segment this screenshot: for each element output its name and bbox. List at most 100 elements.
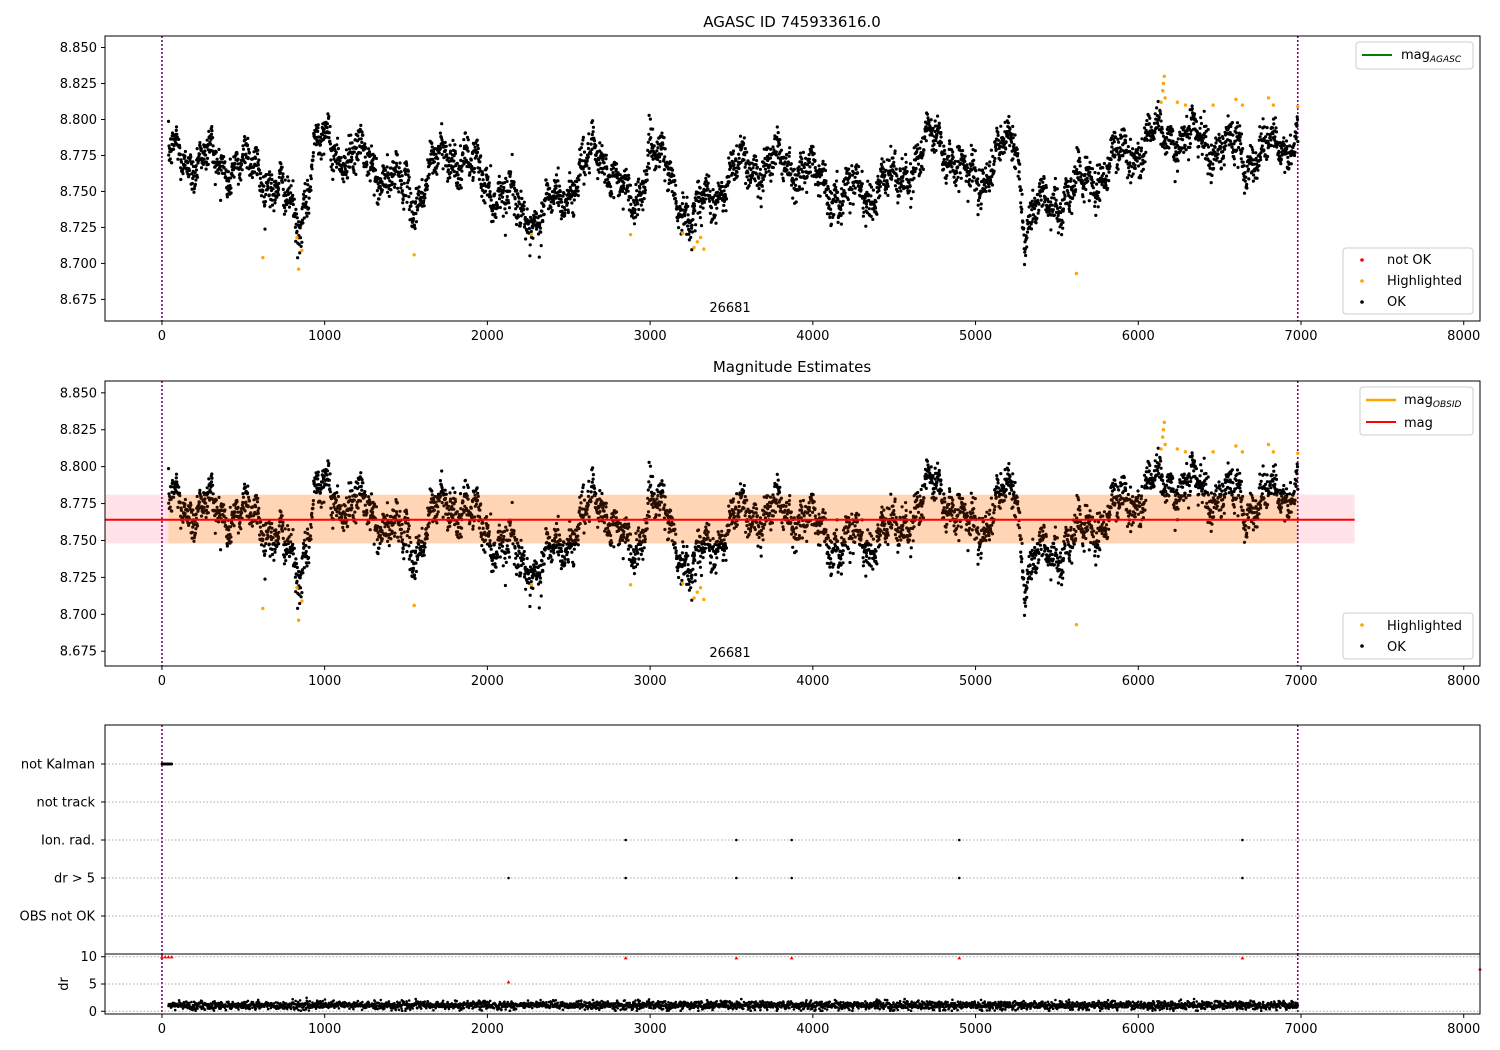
ok-point [1211, 162, 1215, 166]
highlighted-point [300, 248, 304, 253]
ok-point [647, 132, 651, 136]
ok-point [528, 243, 532, 247]
ok-point [1113, 131, 1117, 135]
ok-point [1219, 159, 1223, 164]
ok-point [757, 176, 761, 180]
ok-point [1118, 157, 1122, 161]
ok-point [342, 180, 346, 184]
ok-point [791, 196, 795, 200]
ok-point [298, 576, 302, 580]
ok-point [823, 163, 827, 167]
ok-point [531, 236, 535, 240]
ok-point [396, 186, 400, 190]
ok-point [308, 185, 313, 189]
ok-point [1241, 160, 1245, 164]
ok-point [628, 183, 633, 187]
ok-point [263, 200, 268, 204]
ok-point [1263, 135, 1268, 139]
highlighted-point [1163, 96, 1167, 100]
ok-point [1125, 159, 1129, 163]
ok-point [273, 550, 277, 554]
ok-point [247, 499, 251, 503]
ok-point [963, 159, 967, 163]
ok-point [819, 181, 823, 185]
ok-point [269, 530, 273, 534]
ok-point [1184, 148, 1188, 152]
ok-point [191, 508, 195, 512]
ok-point [1220, 141, 1224, 145]
ok-point [626, 189, 630, 193]
ok-point [1041, 180, 1045, 184]
ok-point [1136, 164, 1141, 168]
ok-point [778, 138, 782, 142]
ok-point [646, 140, 650, 144]
ok-point [618, 173, 622, 177]
ok-point [585, 164, 589, 168]
ok-point [309, 174, 313, 178]
ok-point [992, 162, 996, 166]
ok-point [931, 126, 935, 130]
ok-point [307, 545, 311, 549]
ok-point [301, 221, 305, 225]
ok-point [585, 159, 589, 163]
ok-point [560, 200, 564, 204]
ok-point [374, 156, 378, 161]
ok-point [1169, 133, 1173, 137]
ok-point [1022, 226, 1026, 230]
ok-point [342, 528, 346, 533]
ok-point [1068, 200, 1072, 204]
ok-point [512, 183, 516, 187]
ok-point [199, 495, 203, 499]
ok-point [1182, 125, 1186, 129]
ok-point [956, 165, 960, 169]
ok-point [378, 185, 382, 189]
ok-point [880, 157, 884, 161]
ok-point [1196, 155, 1200, 159]
ok-point [813, 158, 817, 163]
ok-point [602, 161, 606, 165]
ok-point [1021, 220, 1025, 224]
ok-point [1259, 132, 1263, 136]
ok-point [915, 150, 919, 154]
ok-point [289, 533, 293, 537]
x-tick-label: 1000 [308, 329, 341, 344]
ok-point [1287, 166, 1291, 170]
ok-point [579, 146, 583, 150]
ok-point [984, 189, 988, 193]
ok-point [1247, 177, 1251, 181]
ok-point [305, 527, 310, 531]
ok-point [266, 536, 270, 540]
ok-point [1127, 169, 1131, 174]
ok-point [291, 528, 295, 532]
ok-point [263, 577, 267, 581]
ok-point [270, 547, 274, 552]
ok-point [172, 144, 176, 148]
ok-point [690, 226, 694, 230]
ok-point [436, 162, 440, 166]
ok-point [1131, 172, 1135, 176]
ok-point [215, 505, 219, 509]
ok-point [635, 189, 639, 193]
ok-point [254, 493, 258, 498]
ok-point [177, 143, 182, 147]
ok-point [1135, 159, 1139, 163]
ok-point [310, 163, 314, 167]
ok-point [996, 133, 1000, 137]
ok-point [469, 158, 473, 162]
ok-point [754, 172, 759, 176]
ok-point [724, 197, 729, 201]
ok-point [350, 158, 354, 162]
ok-point [861, 206, 865, 210]
ok-point [286, 175, 290, 179]
panel1-legend-points: not OK Highlighted OK [1342, 247, 1474, 315]
ok-point [673, 178, 677, 183]
ok-point [170, 509, 174, 513]
ok-point [803, 181, 807, 185]
ok-point [1028, 214, 1032, 218]
ok-point [935, 133, 939, 138]
ok-point [201, 162, 205, 166]
ok-point [976, 213, 980, 217]
ok-point [1121, 154, 1125, 158]
ok-point [500, 195, 505, 199]
ok-point [981, 168, 985, 172]
